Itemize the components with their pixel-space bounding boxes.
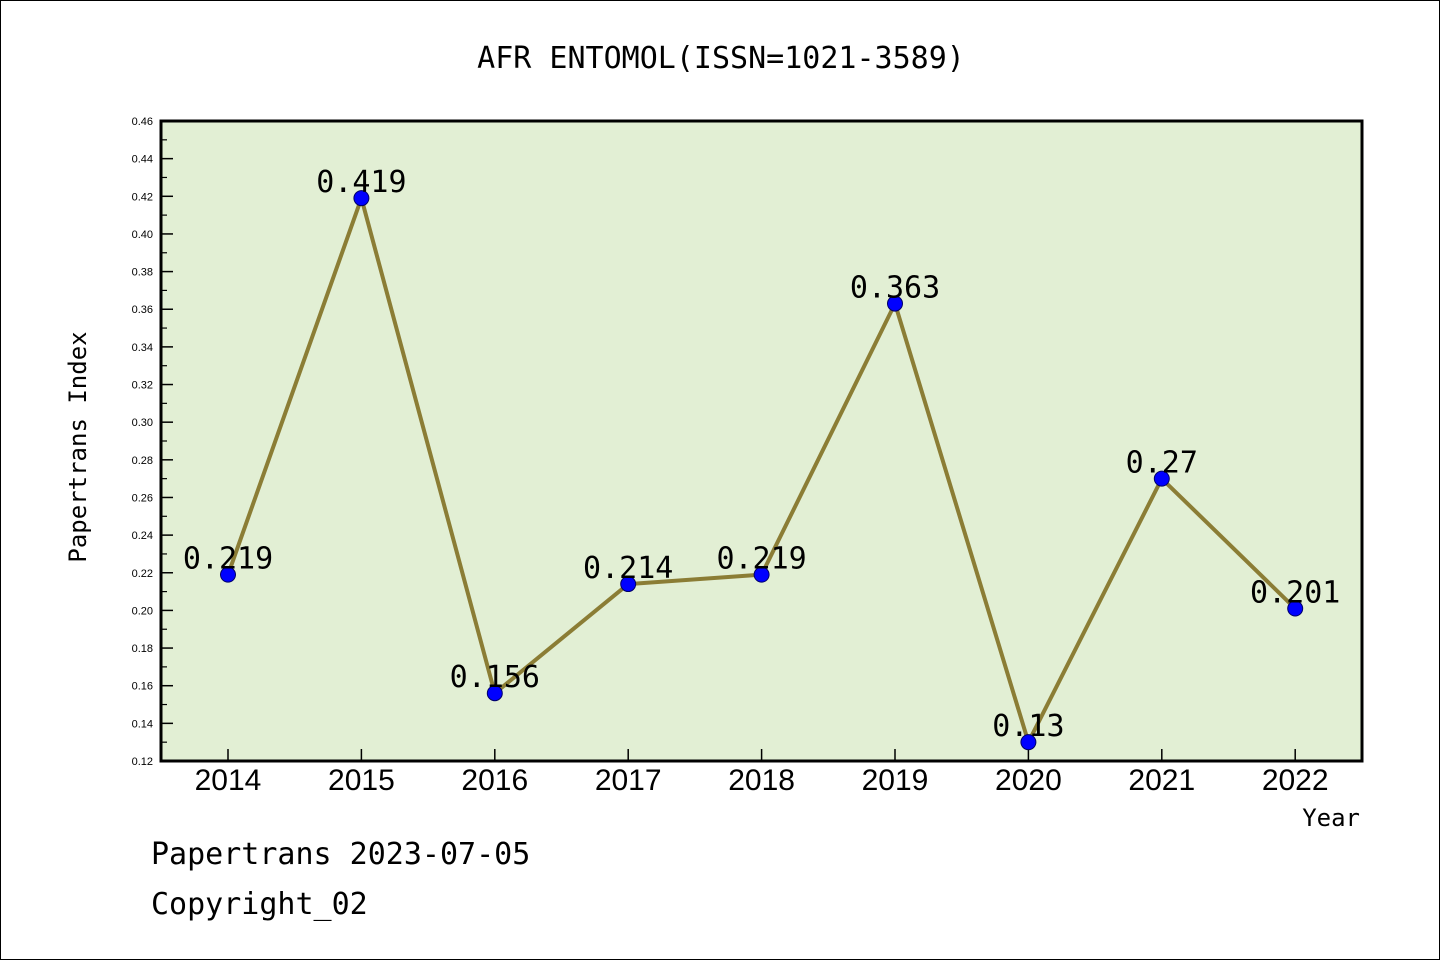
y-tick-label: 0.42 — [132, 191, 153, 203]
x-axis-label: Year — [1302, 804, 1360, 832]
y-tick-label: 0.14 — [132, 718, 153, 730]
footer-copyright: Copyright_02 — [151, 887, 368, 922]
y-axis: 0.12 0.14 0.16 0.18 0.20 0.22 0.24 0.26 0.28 0.30… — [132, 116, 173, 768]
y-tick-label: 0.32 — [132, 380, 153, 392]
y-tick-label: 0.18 — [132, 643, 153, 655]
y-tick-label: 0.28 — [132, 455, 153, 467]
y-tick-label: 0.24 — [132, 530, 153, 542]
x-tick-label: 2019 — [862, 764, 929, 797]
x-axis: 2014 2015 2016 2017 2018 2019 2020 2021 2022 — [195, 749, 1329, 797]
data-point — [753, 566, 770, 583]
x-tick-label: 2014 — [195, 764, 262, 797]
y-tick-label: 0.16 — [132, 681, 153, 693]
y-tick-label: 0.34 — [132, 342, 153, 354]
data-label: 0.156 — [450, 660, 540, 695]
data-point — [620, 576, 637, 593]
data-label: 0.201 — [1250, 576, 1340, 611]
x-tick-label: 2022 — [1262, 764, 1329, 797]
plot-area — [159, 119, 1364, 763]
x-tick-label: 2021 — [1128, 764, 1195, 797]
data-point — [353, 190, 370, 207]
data-point — [220, 566, 236, 583]
data-label-layer: 0.219 0.419 0.156 0.214 0.219 0.363 0.13 0.27 0.… — [183, 165, 1341, 744]
data-point — [1020, 734, 1037, 751]
y-tick-label: 0.22 — [132, 568, 153, 580]
data-point — [486, 685, 503, 702]
footer-date: Papertrans 2023-07-05 — [151, 837, 531, 872]
x-tick-label: 2016 — [461, 764, 528, 797]
data-label: 0.219 — [183, 542, 273, 577]
data-point — [1153, 470, 1170, 487]
x-tick-label: 2017 — [595, 764, 662, 797]
y-tick-label: 0.30 — [132, 417, 153, 429]
data-point — [1287, 600, 1304, 617]
y-tick-label: 0.36 — [132, 304, 153, 316]
data-label: 0.27 — [1126, 446, 1198, 481]
y-tick-label: 0.38 — [132, 267, 153, 279]
x-tick-label: 2015 — [328, 764, 395, 797]
y-tick-label: 0.26 — [132, 492, 153, 504]
y-tick-label: 0.12 — [132, 756, 153, 768]
y-tick-label: 0.46 — [132, 116, 153, 128]
series-layer — [220, 190, 1304, 751]
x-tick-label: 2020 — [995, 764, 1062, 797]
data-point — [887, 295, 903, 312]
data-label: 0.219 — [716, 542, 806, 577]
y-axis-label: Papertrans Index — [64, 331, 92, 562]
data-label: 0.419 — [316, 165, 406, 200]
data-label: 0.363 — [850, 271, 940, 306]
y-tick-label: 0.44 — [132, 154, 153, 166]
data-label: 0.214 — [583, 551, 673, 586]
data-label: 0.13 — [992, 709, 1064, 744]
y-tick-label: 0.40 — [132, 229, 153, 241]
chart-title: AFR ENTOMOL(ISSN=1021-3589) — [477, 41, 965, 76]
y-tick-label: 0.20 — [132, 605, 153, 617]
x-tick-label: 2018 — [728, 764, 795, 797]
